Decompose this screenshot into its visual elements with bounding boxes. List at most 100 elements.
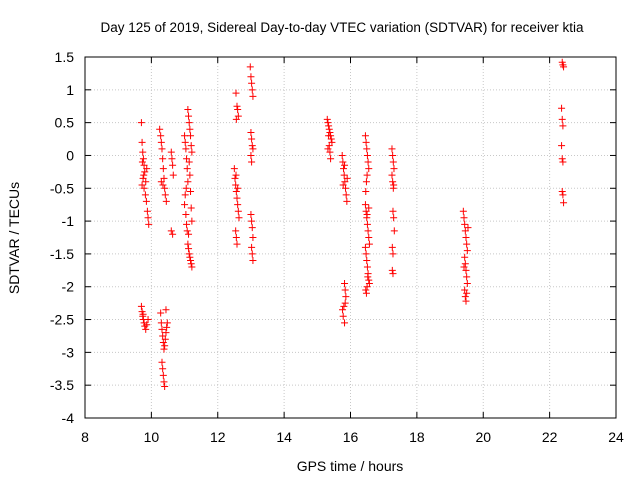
- data-point-marker: [363, 256, 371, 264]
- data-point-marker: [362, 188, 370, 196]
- data-point-marker: [143, 165, 151, 173]
- data-point-marker: [464, 224, 472, 232]
- data-point-marker: [461, 253, 469, 261]
- data-point-marker: [157, 309, 165, 317]
- x-tick-label: 10: [144, 429, 160, 445]
- x-tick-label: 18: [409, 429, 425, 445]
- data-point-marker: [339, 158, 347, 166]
- data-point-marker: [363, 151, 371, 159]
- data-point-marker: [559, 191, 567, 199]
- data-point-marker: [143, 321, 151, 329]
- data-point-marker: [161, 184, 169, 192]
- data-point-marker: [248, 79, 256, 87]
- x-tick-label: 16: [343, 429, 359, 445]
- data-point-marker: [248, 250, 256, 258]
- data-point-marker: [143, 207, 151, 215]
- data-point-marker: [247, 211, 255, 219]
- data-point-marker: [161, 335, 169, 343]
- x-tick-label: 14: [276, 429, 292, 445]
- y-tick-label: -2: [62, 279, 75, 295]
- data-point-marker: [559, 122, 567, 130]
- data-point-marker: [325, 142, 333, 150]
- data-point-marker: [248, 243, 256, 251]
- data-point-marker: [142, 178, 150, 186]
- data-point-marker: [248, 158, 256, 166]
- data-point-marker: [362, 286, 370, 294]
- x-tick-label: 24: [608, 429, 624, 445]
- data-point-marker: [363, 145, 371, 153]
- data-point-marker: [183, 220, 191, 228]
- data-points: [137, 58, 568, 390]
- data-point-marker: [157, 132, 165, 140]
- data-point-marker: [144, 214, 152, 222]
- data-point-marker: [362, 289, 370, 297]
- data-point-marker: [388, 266, 396, 274]
- data-point-marker: [341, 279, 349, 287]
- data-point-marker: [390, 165, 398, 173]
- data-point-marker: [169, 230, 177, 238]
- data-point-marker: [326, 128, 334, 136]
- y-tick-label: 1: [66, 82, 74, 98]
- x-tick-label: 22: [542, 429, 558, 445]
- data-point-marker: [187, 204, 195, 212]
- data-point-marker: [142, 197, 150, 205]
- x-tick-label: 12: [210, 429, 226, 445]
- data-point-marker: [187, 188, 195, 196]
- data-point-marker: [144, 316, 152, 324]
- data-point-marker: [233, 194, 241, 202]
- data-point-marker: [558, 188, 566, 196]
- data-point-marker: [463, 240, 471, 248]
- data-point-marker: [460, 263, 468, 271]
- data-point-marker: [463, 279, 471, 287]
- data-point-marker: [343, 197, 351, 205]
- data-point-marker: [389, 207, 397, 215]
- data-point-marker: [361, 132, 369, 140]
- data-point-marker: [181, 132, 189, 140]
- data-point-marker: [138, 158, 146, 166]
- data-point-marker: [158, 325, 166, 333]
- data-point-marker: [389, 178, 397, 186]
- data-point-marker: [459, 207, 467, 215]
- data-point-marker: [249, 145, 257, 153]
- y-tick-label: -3: [62, 344, 75, 360]
- data-point-marker: [186, 253, 194, 261]
- data-point-marker: [188, 148, 196, 156]
- data-point-marker: [188, 263, 196, 271]
- data-point-marker: [341, 299, 349, 307]
- data-point-marker: [158, 358, 166, 366]
- data-point-marker: [139, 310, 147, 318]
- data-point-marker: [186, 171, 194, 179]
- data-point-marker: [324, 145, 332, 153]
- data-point-marker: [462, 234, 470, 241]
- data-point-marker: [325, 132, 333, 140]
- data-point-marker: [363, 171, 371, 179]
- data-point-marker: [157, 178, 165, 186]
- y-tick-label: -0.5: [50, 180, 74, 196]
- data-point-marker: [558, 142, 566, 150]
- data-point-marker: [161, 382, 169, 390]
- data-point-marker: [340, 171, 348, 179]
- data-point-marker: [327, 155, 335, 163]
- data-point-marker: [247, 151, 255, 159]
- data-point-marker: [159, 371, 167, 379]
- data-point-marker: [249, 234, 257, 241]
- data-point-marker: [461, 260, 469, 268]
- data-point-marker: [463, 289, 471, 297]
- data-point-marker: [362, 250, 370, 258]
- data-point-marker: [162, 329, 170, 337]
- data-point-marker: [157, 138, 165, 146]
- data-point-marker: [233, 240, 241, 248]
- data-point-marker: [232, 234, 240, 241]
- data-point-marker: [145, 220, 153, 228]
- data-point-marker: [185, 119, 193, 127]
- data-point-marker: [365, 240, 373, 248]
- data-point-marker: [558, 155, 566, 163]
- data-point-marker: [364, 158, 372, 166]
- data-point-marker: [181, 201, 189, 209]
- data-point-marker: [181, 138, 189, 146]
- x-tick-label: 8: [81, 429, 89, 445]
- data-point-marker: [247, 73, 255, 81]
- data-point-marker: [340, 302, 348, 310]
- data-point-marker: [363, 211, 371, 219]
- data-point-marker: [248, 86, 256, 94]
